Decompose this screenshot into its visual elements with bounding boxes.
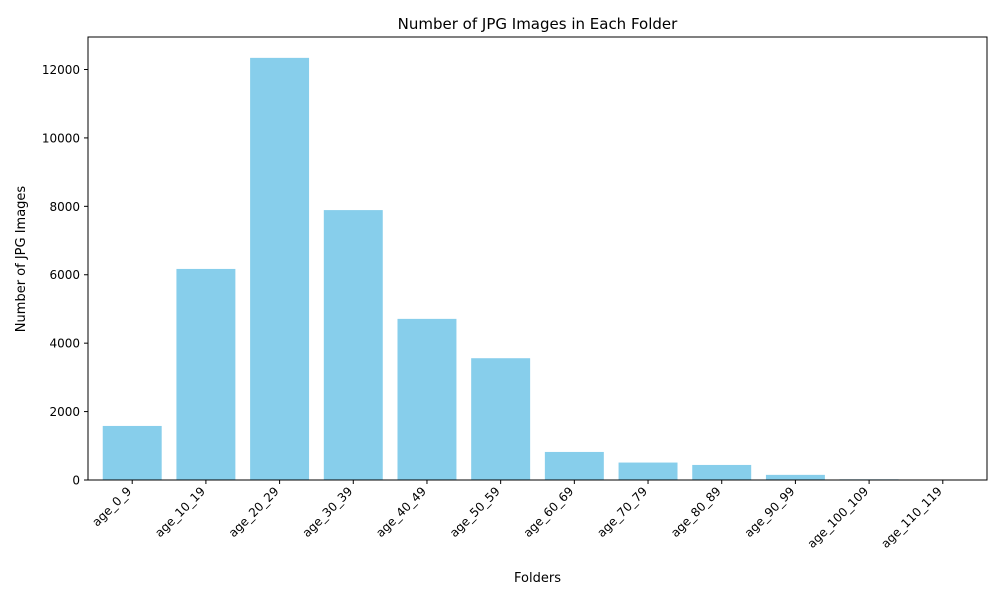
bar-age_20_29 [250, 58, 309, 480]
x-tick-label: age_100_109 [805, 484, 872, 551]
x-tick-label: age_10_19 [152, 484, 208, 540]
bar-age_60_69 [545, 452, 604, 480]
x-axis-label: Folders [514, 571, 561, 586]
y-tick-label: 2000 [49, 405, 80, 419]
y-tick-label: 8000 [49, 200, 80, 214]
y-tick-label: 6000 [49, 268, 80, 282]
y-tick-label: 10000 [42, 131, 80, 145]
x-tick-label: age_90_99 [742, 484, 798, 540]
x-axis: age_0_9 age_10_19 age_20_29 age_30_39 age_40… [89, 480, 945, 551]
x-tick-label: age_110_119 [878, 484, 945, 551]
y-axis: 0 2000 4000 6000 8000 10000 12000 [42, 63, 88, 488]
bar-age_40_49 [397, 319, 456, 480]
bar-age_80_89 [692, 465, 751, 480]
x-tick-label: age_20_29 [226, 484, 282, 540]
x-tick-label: age_80_89 [668, 484, 724, 540]
bar-age_0_9 [103, 426, 162, 480]
y-tick-label: 4000 [49, 337, 80, 351]
bar-age_50_59 [471, 358, 530, 480]
bars-layer [103, 58, 973, 480]
y-axis-label: Number of JPG Images [14, 186, 29, 333]
bar-age_90_99 [766, 475, 825, 480]
x-tick-label: age_30_39 [300, 484, 356, 540]
bar-age_10_19 [176, 269, 235, 480]
x-tick-label: age_50_59 [447, 484, 503, 540]
x-tick-label: age_60_69 [521, 484, 577, 540]
x-tick-label: age_70_79 [594, 484, 650, 540]
y-tick-label: 12000 [42, 63, 80, 77]
x-tick-label: age_40_49 [373, 484, 429, 540]
chart-title: Number of JPG Images in Each Folder [398, 15, 678, 33]
x-tick-label: age_0_9 [89, 484, 134, 529]
bar-age_30_39 [324, 210, 383, 480]
y-tick-label: 0 [72, 474, 80, 488]
bar-age_70_79 [619, 463, 678, 480]
